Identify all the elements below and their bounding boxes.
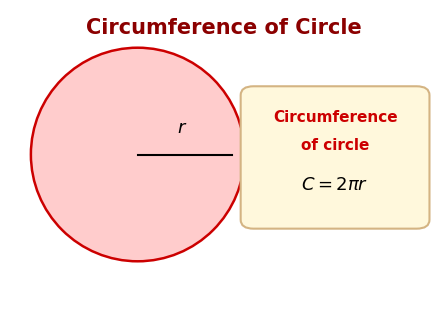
Text: of circle: of circle [301, 138, 369, 153]
Ellipse shape [31, 48, 245, 261]
Text: $C = 2\pi r$: $C = 2\pi r$ [301, 176, 369, 194]
Text: Circumference of Circle: Circumference of Circle [86, 18, 361, 38]
FancyBboxPatch shape [240, 86, 430, 229]
Text: Circumference: Circumference [273, 110, 397, 125]
Text: r: r [177, 119, 184, 137]
